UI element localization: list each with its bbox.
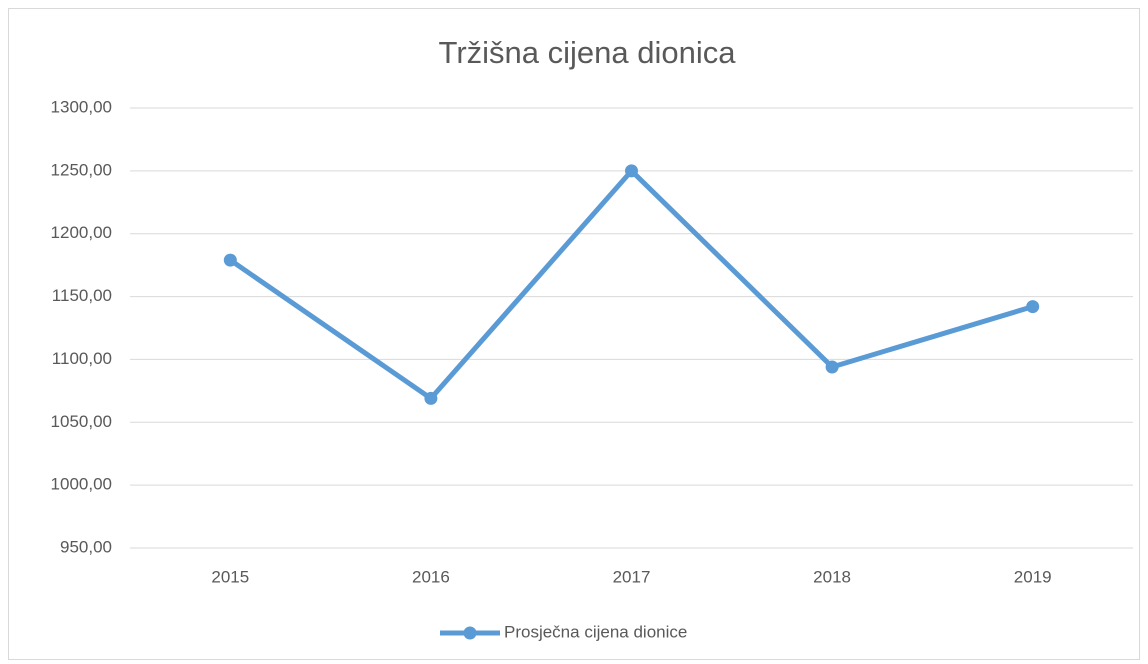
chart-frame (8, 8, 1140, 660)
x-tick-label: 2016 (412, 567, 450, 586)
x-tick-label: 2019 (1014, 567, 1052, 586)
x-tick-label: 2018 (813, 567, 851, 586)
data-point (223, 253, 237, 267)
y-tick-label: 1000,00 (51, 475, 112, 494)
y-tick-label: 950,00 (60, 537, 112, 556)
x-tick-label: 2015 (211, 567, 249, 586)
x-tick-label: 2017 (613, 567, 651, 586)
data-point (825, 360, 839, 374)
y-tick-label: 1050,00 (51, 412, 112, 431)
legend-marker (463, 626, 477, 640)
data-point (1026, 300, 1040, 314)
legend-label: Prosječna cijena dionice (504, 622, 687, 641)
data-point (625, 164, 638, 178)
y-tick-label: 1200,00 (51, 223, 112, 242)
y-tick-label: 1300,00 (51, 97, 112, 116)
y-tick-label: 1250,00 (51, 160, 112, 179)
y-tick-label: 1100,00 (52, 349, 112, 368)
y-tick-label: 1150,00 (52, 286, 112, 305)
chart-title: Tržišna cijena dionica (439, 35, 737, 70)
data-point (424, 391, 438, 405)
